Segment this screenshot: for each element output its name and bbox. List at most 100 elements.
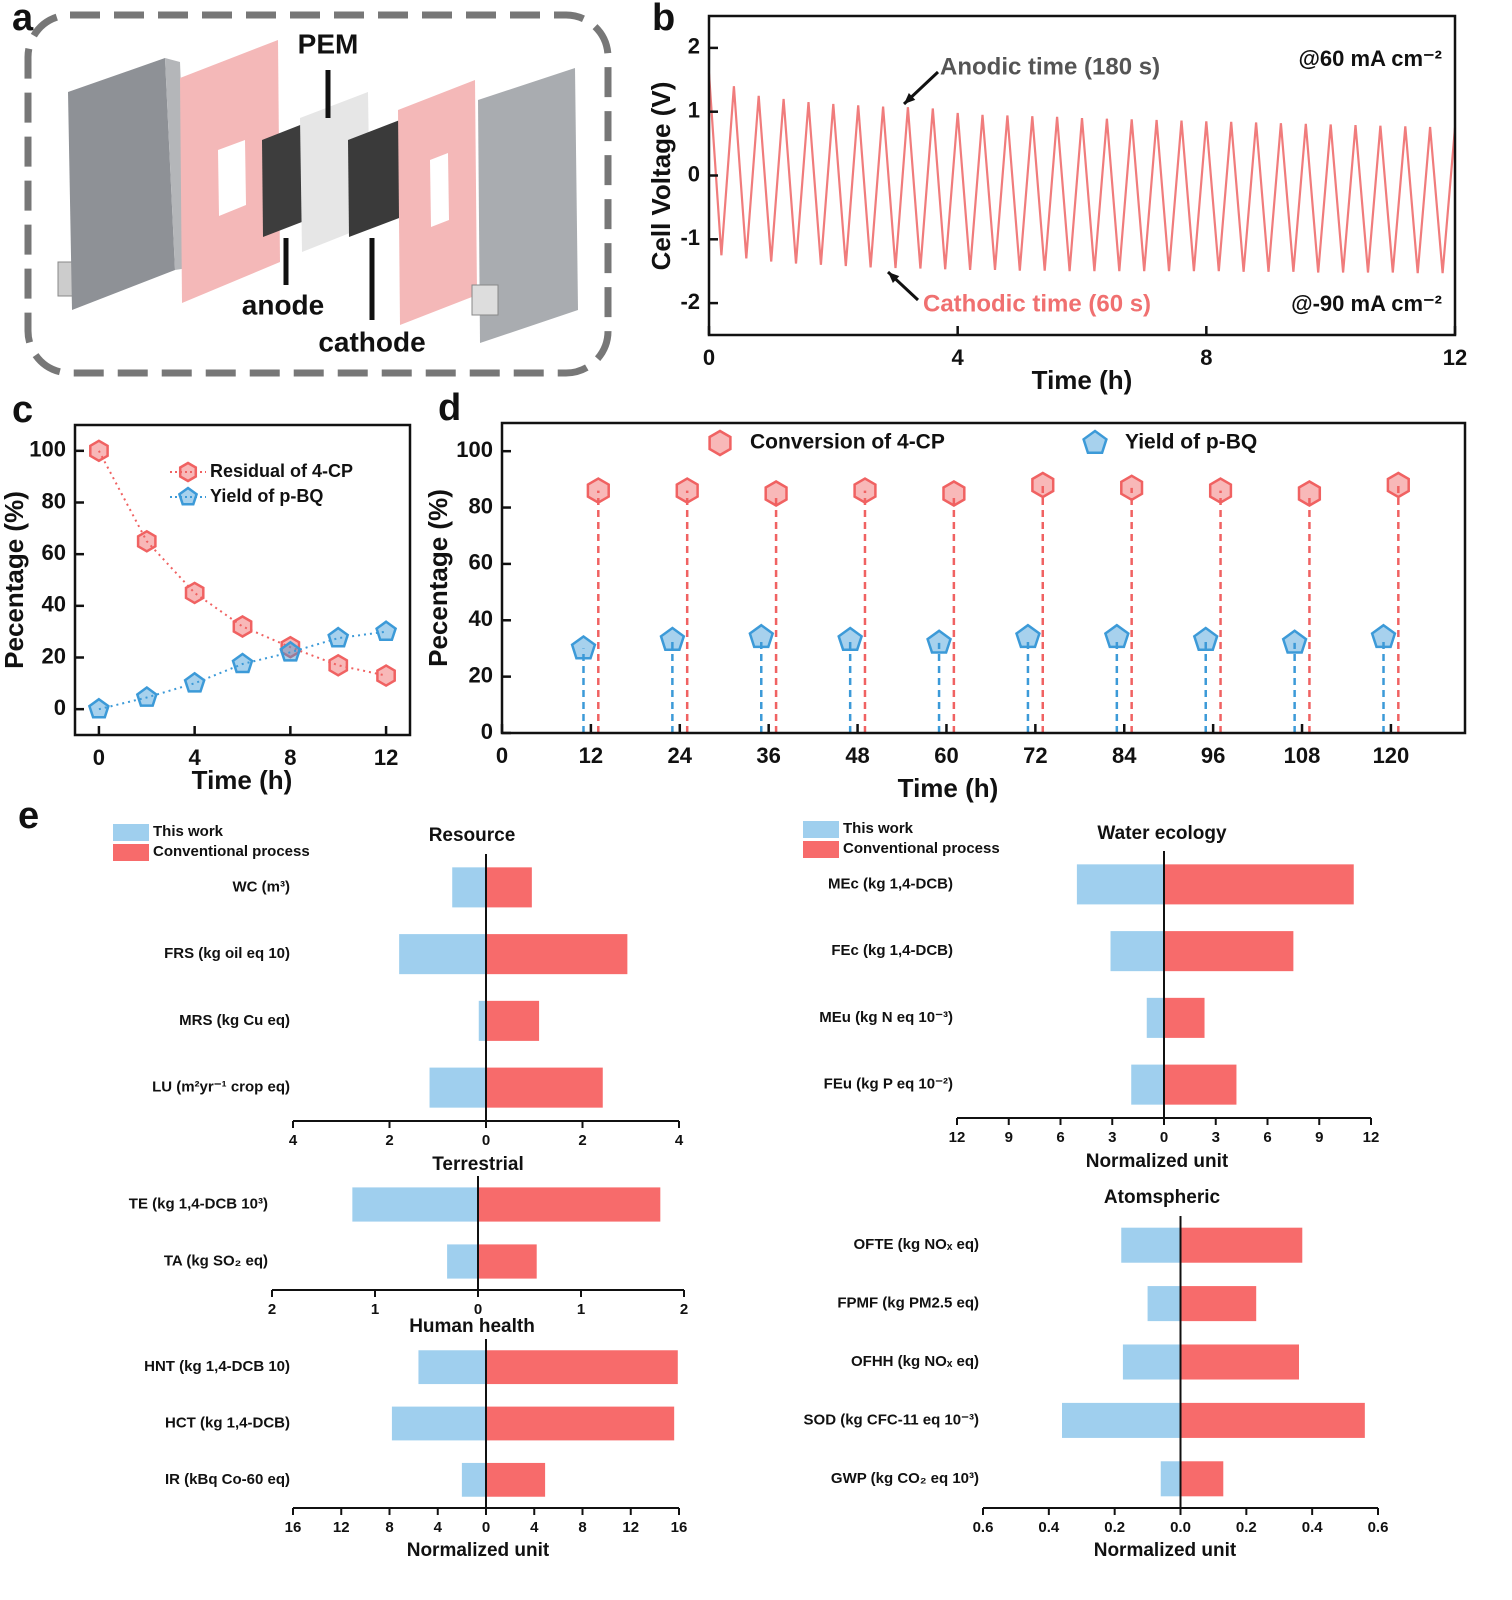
x-tick-label: 48 [845, 743, 869, 768]
x-axis-title: Time (h) [192, 765, 293, 795]
cell-diagram: PEM anode cathode [24, 11, 612, 377]
annotation: Cathodic time (60 s) [923, 290, 1151, 317]
y-tick-label: 80 [42, 488, 66, 513]
x-tick-label: 16 [285, 1519, 302, 1536]
x-tick-label: 1 [577, 1301, 585, 1318]
legend-swatch [803, 821, 839, 838]
legend-label: Yield of p-BQ [1125, 431, 1257, 454]
bar [452, 867, 486, 908]
x-axis-title: Normalized unit [1094, 1540, 1237, 1561]
x-tick-label: 8 [1200, 345, 1212, 370]
x-tick-label: 4 [289, 1132, 298, 1149]
plot-frame [500, 421, 1467, 735]
legend-marker [1082, 429, 1108, 454]
dashed-frame [24, 11, 612, 377]
marker [586, 477, 610, 505]
category-label: SOD (kg CFC-11 eq 10⁻³) [804, 1411, 979, 1428]
annotation: @-90 mA cm⁻² [1291, 291, 1442, 316]
marker [184, 581, 205, 605]
marker [1192, 626, 1219, 651]
category-label: WC (m³) [233, 878, 290, 895]
y-tick-label: 20 [469, 662, 493, 687]
bar [447, 1244, 478, 1279]
x-tick-label: 0 [93, 745, 105, 770]
bar [486, 1406, 675, 1441]
series-line [98, 630, 387, 711]
bar [486, 934, 628, 975]
marker [853, 477, 877, 505]
x-tick-label: 120 [1373, 743, 1410, 768]
x-tick-label: 12 [1443, 345, 1467, 370]
bar [486, 1350, 678, 1385]
series-line [98, 450, 387, 677]
bar [486, 1067, 603, 1108]
bar [478, 1187, 661, 1222]
marker [376, 664, 396, 688]
panel-title: Terrestrial [432, 1154, 524, 1175]
marker [183, 671, 206, 693]
bar [1062, 1402, 1181, 1438]
legend-marker [178, 461, 198, 483]
marker [942, 480, 966, 507]
category-label: TA (kg SO₂ eq) [164, 1252, 268, 1269]
marker [87, 697, 110, 719]
category-label: HCT (kg 1,4-DCB) [165, 1414, 290, 1431]
marker [232, 615, 253, 638]
bar [1164, 864, 1354, 905]
diagram-label: anode [242, 289, 324, 320]
bar [1147, 1286, 1181, 1322]
y-tick-label: -1 [680, 225, 700, 250]
bar [478, 1000, 486, 1041]
x-tick-label: 12 [622, 1519, 639, 1536]
x-tick-label: 36 [756, 743, 780, 768]
x-tick-label: 12 [374, 745, 398, 770]
marker [1386, 471, 1410, 499]
x-tick-label: 2 [268, 1301, 276, 1318]
bar [486, 1000, 540, 1041]
marker [1120, 474, 1144, 502]
diagram-label: cathode [318, 326, 425, 357]
category-label: OFHH (kg NOₓ eq) [851, 1353, 979, 1370]
y-tick-label: 60 [42, 540, 66, 565]
panel-title: Resource [429, 825, 516, 846]
category-label: OFTE (kg NOₓ eq) [854, 1236, 980, 1253]
bar [418, 1350, 486, 1385]
marker [748, 623, 775, 649]
x-tick-label: 0.4 [1302, 1519, 1324, 1536]
marker [135, 685, 158, 707]
bar [1122, 1344, 1181, 1380]
legend-marker [177, 486, 199, 506]
bar [1110, 931, 1164, 972]
marker [570, 634, 597, 660]
x-axis-title: Time (h) [1032, 365, 1133, 395]
x-tick-label: 0.0 [1170, 1519, 1191, 1536]
bar [429, 1067, 486, 1108]
x-tick-label: 3 [1108, 1129, 1116, 1146]
pipe [471, 284, 499, 316]
bar [1164, 997, 1205, 1038]
x-tick-label: 0.2 [1236, 1519, 1257, 1536]
bar [1180, 1344, 1299, 1380]
category-label: MRS (kg Cu eq) [179, 1012, 290, 1029]
x-tick-label: 0 [474, 1301, 482, 1318]
y-axis-title: Cell Voltage (V) [646, 82, 676, 271]
panel-title: Water ecology [1097, 823, 1227, 844]
x-tick-label: 9 [1315, 1129, 1323, 1146]
x-axis-title: Normalized unit [407, 1540, 550, 1561]
x-tick-label: 2 [385, 1132, 393, 1149]
bar [1180, 1402, 1365, 1438]
bar [486, 1462, 546, 1497]
legend-label: Conventional process [153, 843, 310, 860]
diagram-label: PEM [298, 28, 359, 59]
marker [1208, 477, 1233, 505]
marker [1015, 623, 1041, 649]
category-label: FPMF (kg PM2.5 eq) [837, 1295, 979, 1312]
x-tick-label: 0 [703, 345, 715, 370]
bar [461, 1462, 486, 1497]
frame-window [218, 140, 246, 216]
annotation: Anodic time (180 s) [940, 53, 1160, 80]
x-tick-label: 24 [668, 743, 693, 768]
panel-title: Atomspheric [1104, 1187, 1221, 1208]
bar [352, 1187, 478, 1222]
y-tick-label: 100 [29, 437, 66, 462]
